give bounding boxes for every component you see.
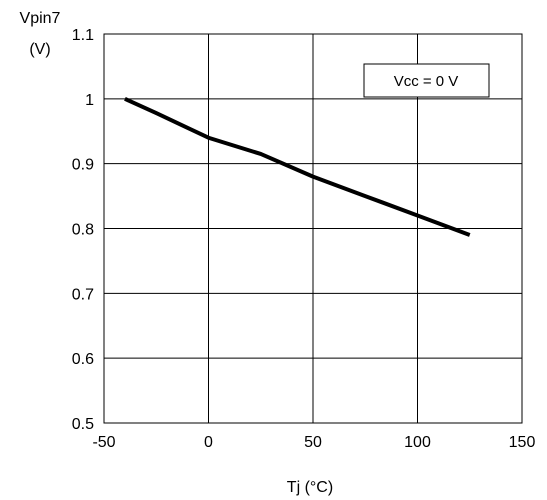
y-tick-label: 1.1 [72,27,94,44]
x-tick-labels: -50 0 50 100 150 [92,434,535,451]
x-tick-label: 100 [404,434,431,451]
annotation-box: Vcc = 0 V [363,63,490,98]
y-tick-labels: 0.5 0.6 0.7 0.8 0.9 1 1.1 [72,27,94,433]
x-tick-label: 150 [509,434,536,451]
annotation-text: Vcc = 0 V [394,73,459,90]
x-tick-label: 50 [304,434,322,451]
series-line-0 [124,97,471,237]
x-tick-label: -50 [92,434,115,451]
y-tick-label: 0.9 [72,157,94,174]
y-tick-label: 1 [85,92,94,109]
y-tick-label: 0.6 [72,351,94,368]
y-axis-label-line1: Vpin7 [20,10,61,27]
annotation-frame [363,63,490,98]
y-tick-label: 0.8 [72,222,94,239]
y-axis-label-line2: (V) [29,41,50,58]
x-tick-label: 0 [204,434,213,451]
series-group [124,97,471,237]
x-axis-label: Tj (°C) [287,479,333,496]
plot-frame [103,33,523,424]
y-tick-label: 0.5 [72,416,94,433]
y-tick-label: 0.7 [72,286,94,303]
